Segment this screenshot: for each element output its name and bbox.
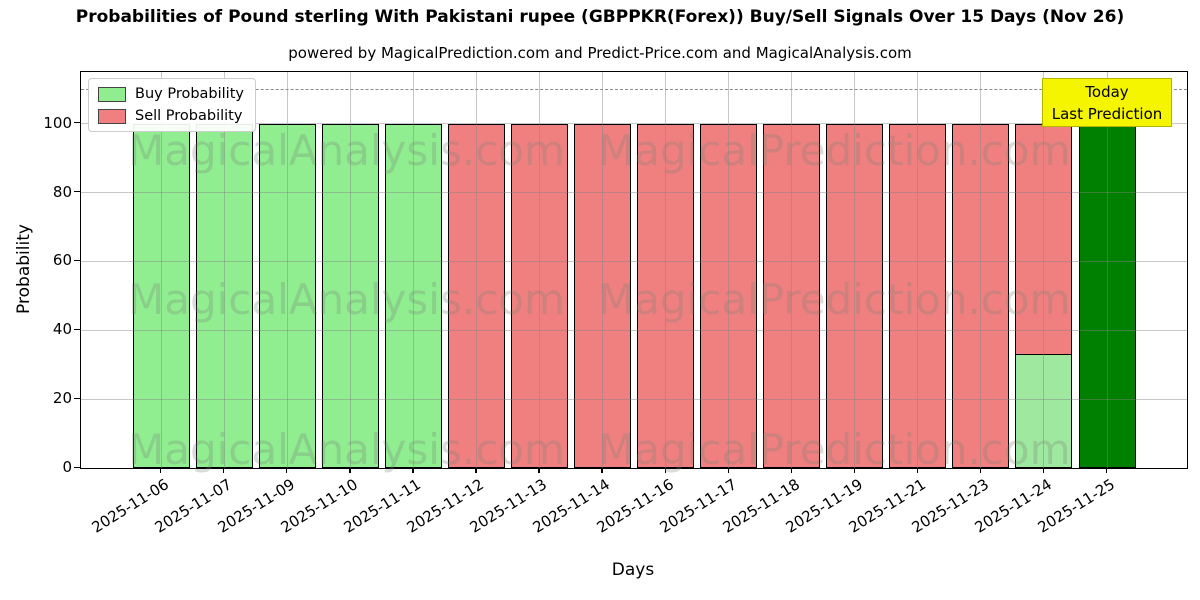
bar-segment	[195, 123, 253, 468]
bar-segment	[763, 123, 821, 468]
y-tick-mark	[74, 466, 80, 468]
x-tick-mark	[601, 468, 603, 474]
y-tick-mark	[74, 397, 80, 399]
y-tick-label: 60	[52, 251, 72, 270]
sell-probability-swatch	[98, 108, 126, 124]
watermark-text: MagicalAnalysis.com	[128, 425, 565, 474]
x-axis-label: Days	[611, 560, 655, 580]
gridline-vertical	[601, 72, 603, 468]
bar-segment	[826, 123, 884, 468]
bar-segment	[573, 123, 631, 468]
bar-segment	[889, 123, 947, 468]
y-tick-label: 20	[52, 389, 72, 408]
x-tick-mark	[1042, 468, 1045, 474]
legend-label-buy: Buy Probability	[135, 86, 244, 102]
today-last-prediction-badge: Today Last Prediction	[1042, 78, 1172, 127]
gridline-vertical	[917, 72, 919, 468]
bar-segment	[447, 123, 505, 468]
gridline-vertical	[538, 72, 540, 468]
gridline-horizontal	[81, 329, 1187, 331]
bar-segment	[700, 123, 758, 468]
bar-segment	[258, 123, 316, 468]
annotation-line-last-prediction: Last Prediction	[1051, 105, 1163, 123]
gridline-vertical	[1043, 72, 1045, 468]
y-tick-mark	[74, 122, 80, 124]
bar-segment	[510, 123, 568, 468]
x-tick-mark	[790, 468, 792, 474]
bar-segment	[1015, 354, 1073, 468]
legend-label-sell: Sell Probability	[135, 108, 243, 124]
bar-segment	[321, 123, 379, 468]
x-tick-mark	[349, 468, 351, 474]
gridline-vertical	[980, 72, 982, 468]
gridline-vertical	[349, 72, 351, 468]
x-tick-mark	[538, 468, 540, 474]
x-tick-mark	[664, 468, 666, 474]
bar-segment	[384, 123, 442, 468]
x-tick-mark	[979, 468, 982, 474]
gridline-vertical	[854, 72, 856, 468]
annotation-line-today: Today	[1085, 83, 1129, 101]
y-tick-label: 0	[62, 458, 72, 476]
y-tick-mark	[74, 191, 80, 193]
gridline-vertical	[475, 72, 477, 468]
gridline-vertical	[728, 72, 730, 468]
gridline-horizontal	[81, 123, 1187, 125]
gridline-vertical	[1106, 72, 1108, 468]
gridline-vertical	[412, 72, 414, 468]
chart-title: Probabilities of Pound sterling With Pak…	[75, 7, 1125, 27]
x-tick-mark	[1106, 468, 1108, 474]
watermark-text: MagicalAnalysis.com	[128, 275, 565, 324]
x-tick-mark	[160, 468, 162, 474]
x-tick-mark	[916, 468, 919, 474]
x-tick-mark	[727, 468, 729, 474]
watermark-text: MagicalPrediction.com	[598, 275, 1071, 324]
gridline-vertical	[160, 72, 162, 468]
legend-item-buy: Buy Probability	[98, 86, 244, 102]
x-tick-mark	[475, 468, 477, 474]
y-tick-mark	[74, 328, 80, 331]
y-tick-label: 80	[52, 182, 72, 201]
y-tick-label: 100	[43, 113, 72, 132]
gridline-horizontal	[81, 192, 1187, 194]
bar-segment	[132, 123, 190, 468]
bar-segment	[637, 123, 695, 468]
x-tick-mark	[223, 468, 225, 474]
watermark-text: MagicalPrediction.com	[598, 425, 1071, 474]
gridline-horizontal	[81, 260, 1187, 262]
gridline-vertical	[791, 72, 793, 468]
y-tick-label: 40	[52, 320, 72, 339]
gridline-vertical	[223, 72, 225, 468]
legend: Buy Probability Sell Probability	[88, 78, 256, 132]
x-tick-mark	[286, 468, 288, 474]
gridline-horizontal	[81, 398, 1187, 400]
buy-probability-swatch	[98, 86, 126, 102]
legend-item-sell: Sell Probability	[98, 108, 244, 124]
x-tick-mark	[853, 468, 856, 474]
bar-segment	[1078, 123, 1136, 468]
gridline-vertical	[286, 72, 288, 468]
dashed-threshold-line	[81, 88, 1187, 90]
y-tick-mark	[74, 259, 80, 262]
watermark-text: MagicalAnalysis.com	[128, 126, 565, 175]
bar-segment	[952, 123, 1010, 468]
watermark-text: MagicalPrediction.com	[598, 126, 1071, 175]
x-tick-mark	[412, 468, 414, 474]
plot-area	[80, 71, 1188, 469]
chart-subtitle: powered by MagicalPrediction.com and Pre…	[288, 44, 912, 62]
gridline-vertical	[665, 72, 667, 468]
